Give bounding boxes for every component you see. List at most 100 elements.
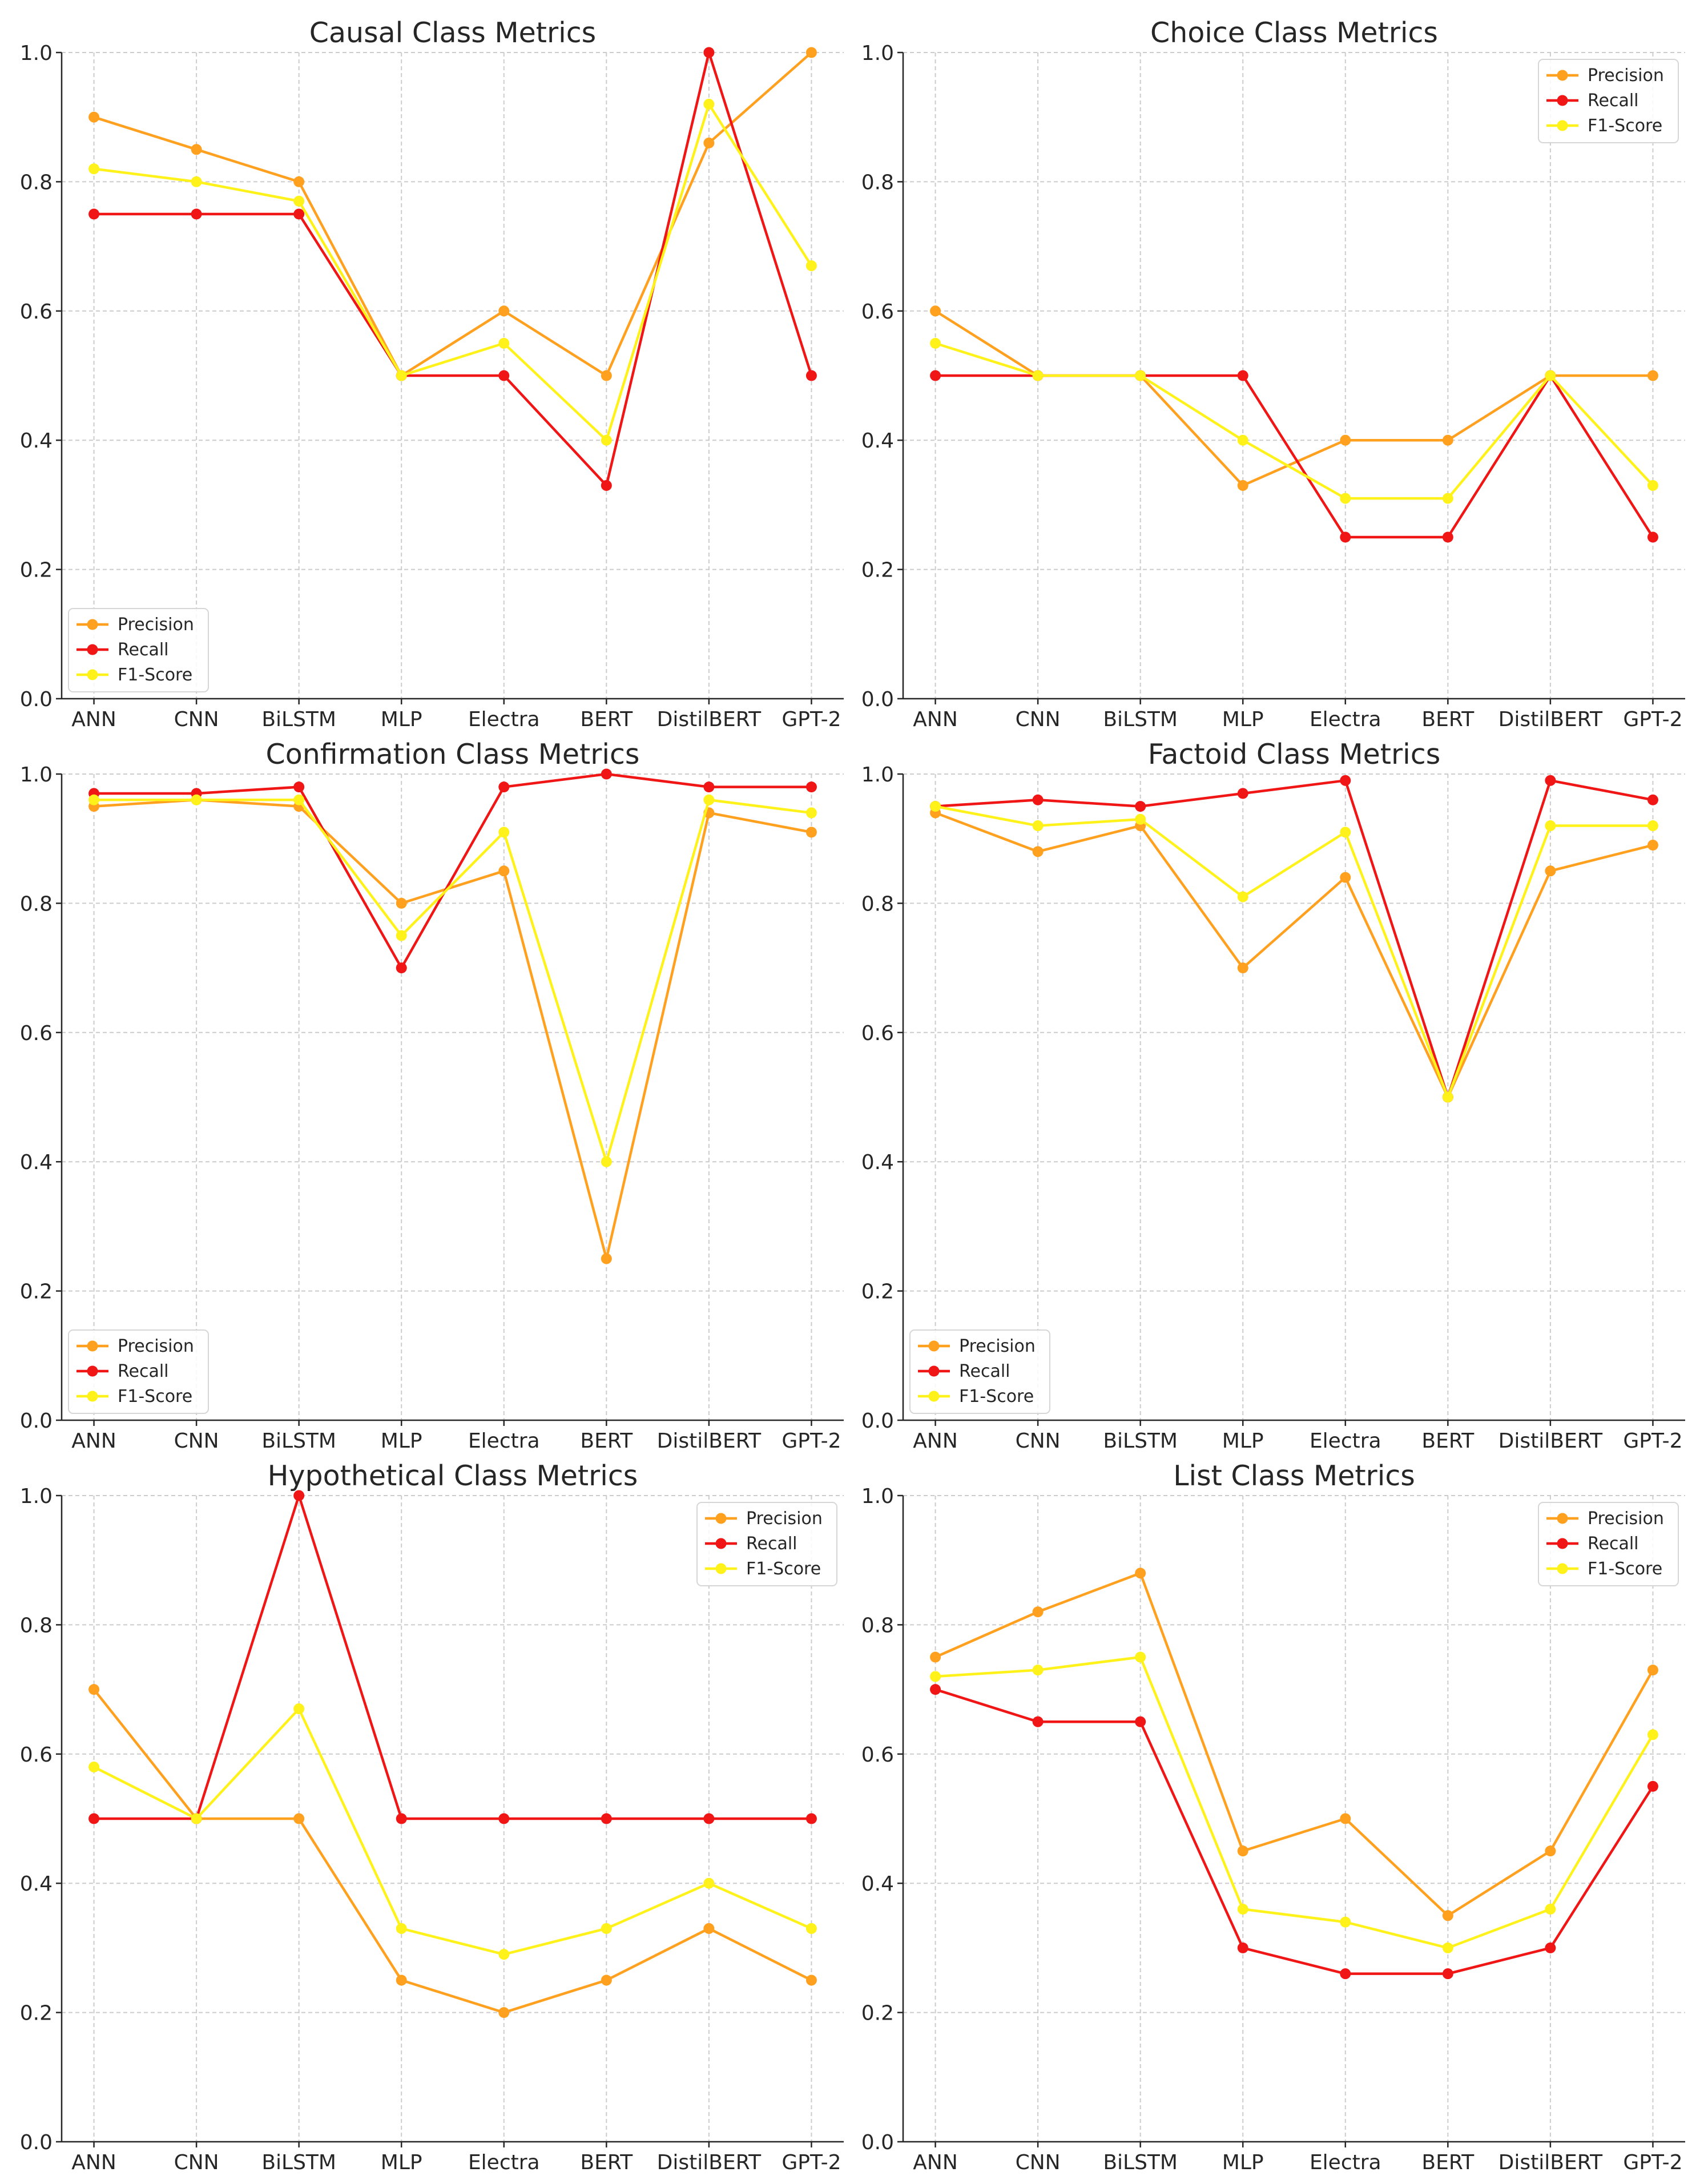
chart-4-legend-box (909, 1329, 1050, 1414)
chart-1-ytick-label-4: 0.8 (20, 171, 53, 194)
chart-1-f1-score-point-cnn (191, 176, 202, 187)
chart-3-legend-precision-marker (87, 1340, 98, 1352)
chart-4-f1-score-point-electra (1340, 827, 1351, 838)
chart-5-precision-point-mlp (396, 1975, 407, 1986)
chart-6-ytick-label-5: 1.0 (861, 1485, 894, 1508)
chart-5-xtick-label-cnn: CNN (174, 2151, 219, 2174)
chart-3-recall-point-gpt-2 (805, 781, 817, 793)
chart-2-legend-precision-marker (1557, 70, 1568, 81)
chart-1-precision-point-cnn (191, 144, 202, 155)
chart-2-f1-score-point-bilstm (1135, 370, 1146, 381)
chart-3-f1-score-point-mlp (396, 930, 407, 941)
chart-1-xtick-label-bilstm: BiLSTM (261, 708, 336, 731)
chart-2-xtick-label-electra: Electra (1310, 708, 1381, 731)
chart-6-legend-f1-score-label: F1-Score (1588, 1559, 1662, 1579)
chart-1-legend-precision-label: Precision (118, 615, 194, 635)
chart-5-legend-precision-label: Precision (746, 1509, 823, 1529)
chart-1-legend: Precision Recall F1-Score (68, 608, 209, 692)
chart-4-legend-recall-label: Recall (959, 1361, 1010, 1381)
chart-1-f1-score-point-ann (88, 163, 100, 175)
chart-2-precision-point-gpt-2 (1647, 370, 1658, 381)
chart-5-f1-score-point-bilstm (293, 1703, 305, 1715)
chart-3-xtick-label-bert: BERT (580, 1429, 633, 1453)
chart-4-f1-score-point-gpt-2 (1647, 820, 1658, 832)
chart-3-legend-box (68, 1329, 209, 1414)
chart-6-legend-recall-marker (1557, 1538, 1568, 1549)
chart-3-precision-point-mlp (396, 897, 407, 909)
chart-2-f1-score-point-bert (1442, 493, 1453, 504)
chart-2-ytick-label-5: 1.0 (861, 42, 894, 65)
chart-6-f1-score-point-bilstm (1135, 1651, 1146, 1663)
chart-1-legend-f1-score-label: F1-Score (118, 665, 192, 685)
chart-4-precision-point-cnn (1032, 846, 1044, 857)
chart-4-legend-f1-score-marker (928, 1391, 940, 1402)
chart-4-legend: Precision Recall F1-Score (909, 1329, 1050, 1414)
chart-3-f1-score-line (92, 799, 813, 1163)
chart-6-precision-point-electra (1340, 1813, 1351, 1824)
chart-5-recall-point-bilstm (293, 1490, 305, 1501)
chart-3-ytick-label-0: 0.0 (20, 1409, 53, 1433)
chart-6-xtick-label-cnn: CNN (1016, 2151, 1061, 2174)
chart-5-recall-point-bert (601, 1813, 612, 1824)
chart-6-legend-precision-marker (1557, 1513, 1568, 1524)
chart-3-legend: Precision Recall F1-Score (68, 1329, 209, 1414)
chart-5-f1-score-line (92, 1707, 813, 1956)
chart-2-ytick-label-0: 0.0 (861, 688, 894, 711)
chart-6-legend-recall-label: Recall (1588, 1534, 1639, 1554)
chart-2-xtick-label-ann: ANN (913, 708, 958, 731)
chart-3-ytick-label-2: 0.4 (20, 1151, 53, 1174)
chart-6-f1-score-line (934, 1655, 1654, 1949)
chart-1-ytick-label-5: 1.0 (20, 42, 53, 65)
chart-4-f1-score-point-ann (930, 801, 941, 812)
chart-6-recall-line (934, 1688, 1654, 1975)
chart-5-precision-point-bilstm (293, 1813, 305, 1824)
chart-2-legend-precision-label: Precision (1588, 66, 1664, 86)
chart-2-ytick-label-4: 0.8 (861, 171, 894, 194)
chart-1-precision-point-distilbert (703, 137, 715, 148)
chart-1-xtick-label-cnn: CNN (174, 708, 219, 731)
chart-6-f1-score-point-bert (1442, 1942, 1453, 1953)
chart-2-precision-point-ann (930, 305, 941, 317)
chart-4-legend-precision-label: Precision (959, 1336, 1036, 1356)
chart-5-ytick-label-1: 0.2 (20, 2002, 53, 2025)
chart-6-recall-point-bert (1442, 1968, 1453, 1980)
chart-6-recall-point-distilbert (1545, 1942, 1556, 1953)
chart-2-recall-point-bert (1442, 531, 1453, 543)
chart-1-xtick-label-mlp: MLP (381, 708, 422, 731)
chart-1-causal-class-metrics: 0.0 0.2 0.4 0.6 0.8 1.0 ANN CNN BiLSTM MLP Electra… (20, 17, 844, 731)
chart-1-f1-score-point-gpt-2 (805, 260, 817, 272)
chart-2-xtick-label-mlp: MLP (1222, 708, 1264, 731)
chart-1-f1-score-point-bilstm (293, 195, 305, 207)
chart-1-precision-line (92, 51, 813, 377)
chart-5-f1-score-point-distilbert (703, 1877, 715, 1889)
chart-2-f1-score-point-mlp (1237, 434, 1248, 446)
chart-6-recall-point-bilstm (1135, 1716, 1146, 1727)
chart-1-xtick-label-bert: BERT (580, 708, 633, 731)
chart-6-list-class-metrics: 0.0 0.2 0.4 0.6 0.8 1.0 ANN CNN BiLSTM MLP Electra… (861, 1460, 1685, 2174)
chart-4-recall-point-mlp (1237, 788, 1248, 799)
chart-1-precision-point-bert (601, 370, 612, 381)
chart-6-precision-point-mlp (1237, 1845, 1248, 1857)
chart-1-legend-precision-marker (87, 619, 98, 630)
chart-6-title: List Class Metrics (1173, 1460, 1415, 1492)
chart-2-xtick-label-bilstm: BiLSTM (1103, 708, 1178, 731)
chart-1-recall-point-gpt-2 (805, 370, 817, 381)
chart-1-recall-line (92, 51, 813, 487)
chart-5-xtick-label-distilbert: DistilBERT (657, 2151, 762, 2174)
chart-4-precision-point-distilbert (1545, 865, 1556, 877)
chart-3-f1-score-point-electra (498, 827, 510, 838)
chart-4-xtick-label-cnn: CNN (1016, 1429, 1061, 1453)
chart-3-f1-score-point-cnn (191, 794, 202, 805)
chart-5-recall-point-gpt-2 (805, 1813, 817, 1824)
chart-4-legend-f1-score-label: F1-Score (959, 1387, 1034, 1407)
chart-3-legend-recall-label: Recall (118, 1361, 169, 1381)
chart-3-legend-f1-score-marker (87, 1391, 98, 1402)
chart-3-f1-score-point-distilbert (703, 794, 715, 805)
chart-6-recall-point-ann (930, 1684, 941, 1695)
chart-5-xtick-label-bilstm: BiLSTM (261, 2151, 336, 2174)
chart-3-xtick-label-bilstm: BiLSTM (261, 1429, 336, 1453)
chart-5-f1-score-point-gpt-2 (805, 1923, 817, 1934)
chart-6-ytick-label-2: 0.4 (861, 1872, 894, 1896)
